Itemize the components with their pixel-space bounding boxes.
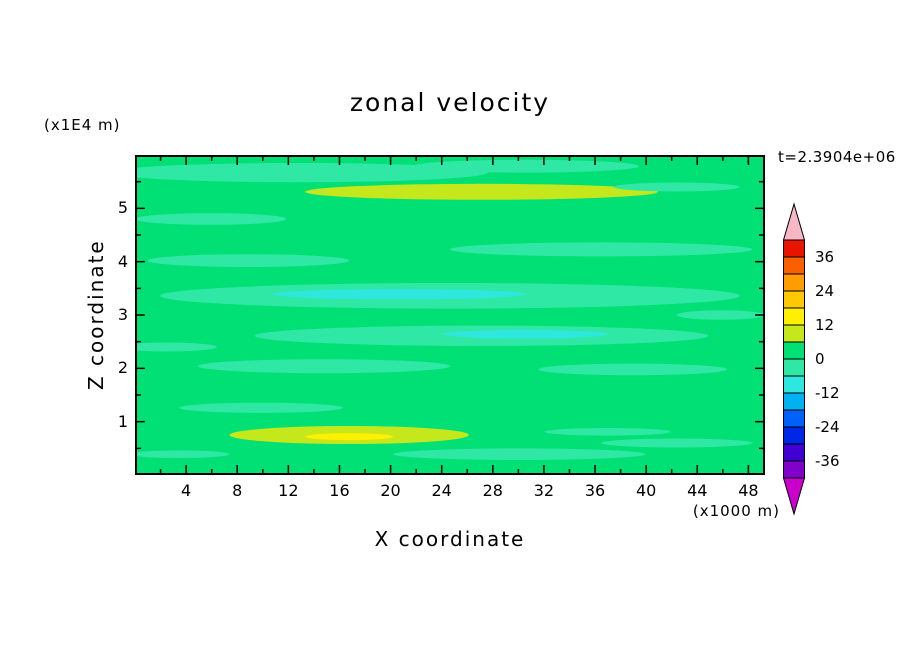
contour-streak	[179, 402, 343, 413]
colorbar-segment	[783, 392, 805, 411]
contour-streak	[676, 310, 765, 320]
x-axis-tick-labels: 4 8 12 16 20 24 28 32 36 40 44 48	[135, 481, 765, 503]
x-tick-label: 24	[431, 481, 452, 500]
x-tick-label: 32	[533, 481, 555, 500]
y-axis-tick-labels: 1 2 3 4 5	[92, 155, 128, 475]
chart-title: zonal velocity	[349, 88, 551, 117]
colorbar-under-arrow	[783, 477, 806, 516]
contour-streak	[305, 433, 394, 441]
colorbar-over-arrow	[783, 202, 806, 241]
contour-streak	[393, 448, 646, 461]
x-tick-label: 40	[635, 481, 657, 500]
x-tick-label: 44	[687, 481, 708, 500]
colorbar-segment	[783, 375, 805, 394]
colorbar-segment	[783, 256, 805, 275]
colorbar: 36 24 12 0 -12 -24 -36	[783, 202, 840, 516]
y-axis-title: Z coordinate	[84, 239, 108, 391]
x-tick-label: 36	[584, 481, 606, 500]
contour-streak	[538, 363, 728, 376]
contour-streak	[135, 450, 230, 458]
contour-streak	[135, 342, 217, 352]
colorbar-tick-label: -12	[815, 384, 840, 402]
contour-streak	[544, 428, 671, 436]
x-tick-label: 48	[738, 481, 759, 500]
contour-streak	[273, 289, 526, 300]
y-tick-label: 2	[117, 358, 128, 378]
colorbar-tick-label: -24	[815, 418, 840, 436]
colorbar-segment	[783, 307, 805, 326]
colorbar-tick-label: 24	[815, 282, 834, 300]
colorbar-tick-label: -36	[815, 452, 840, 470]
contour-streak	[135, 163, 488, 183]
colorbar-tick-label: 12	[815, 316, 834, 334]
field-background	[135, 155, 765, 475]
x-tick-label: 28	[482, 481, 503, 500]
contour-streak	[305, 183, 658, 200]
colorbar-tick-label: 36	[815, 248, 834, 266]
x-tick-label: 4	[181, 481, 192, 500]
colorbar-segment	[783, 239, 805, 258]
contour-streak	[412, 159, 639, 173]
y-tick-label: 3	[117, 305, 128, 324]
contour-streak	[147, 254, 350, 267]
plot-frame-border	[135, 155, 765, 475]
colorbar-segment	[783, 358, 805, 377]
colorbar-segment	[783, 273, 805, 292]
x-tick-label: 20	[380, 481, 401, 500]
contour-streak	[198, 359, 450, 374]
y-axis-unit-label: (x1E4 m)	[44, 116, 121, 134]
colorbar-segment	[783, 324, 805, 343]
x-tick-label: 16	[329, 481, 350, 500]
y-tick-label: 4	[117, 251, 128, 271]
contour-streak	[135, 213, 287, 225]
timestamp-label: t=2.3904e+06	[778, 148, 896, 166]
y-tick-label: 1	[117, 411, 128, 431]
colorbar-segment	[783, 341, 805, 360]
colorbar-segment	[783, 460, 805, 479]
contour-streak	[601, 438, 753, 448]
colorbar-tick-label: 0	[815, 350, 825, 368]
contour-streak	[613, 182, 740, 192]
contour-streak	[443, 330, 608, 339]
colorbar-segment	[783, 426, 805, 445]
colorbar-segment	[783, 409, 805, 428]
contour-streak	[450, 242, 753, 257]
y-tick-label: 5	[117, 198, 128, 218]
contour-field	[135, 155, 765, 475]
x-axis-title: X coordinate	[374, 527, 526, 551]
x-tick-label: 12	[278, 481, 299, 500]
x-tick-label: 8	[232, 481, 243, 500]
plot-area	[135, 155, 765, 475]
x-axis-unit-label: (x1000 m)	[692, 502, 780, 520]
colorbar-segment	[783, 290, 805, 309]
colorbar-segment	[783, 443, 805, 462]
